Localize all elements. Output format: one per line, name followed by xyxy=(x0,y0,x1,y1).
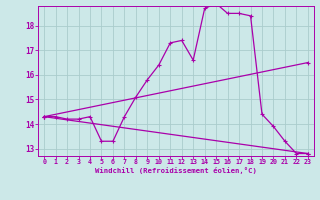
X-axis label: Windchill (Refroidissement éolien,°C): Windchill (Refroidissement éolien,°C) xyxy=(95,167,257,174)
